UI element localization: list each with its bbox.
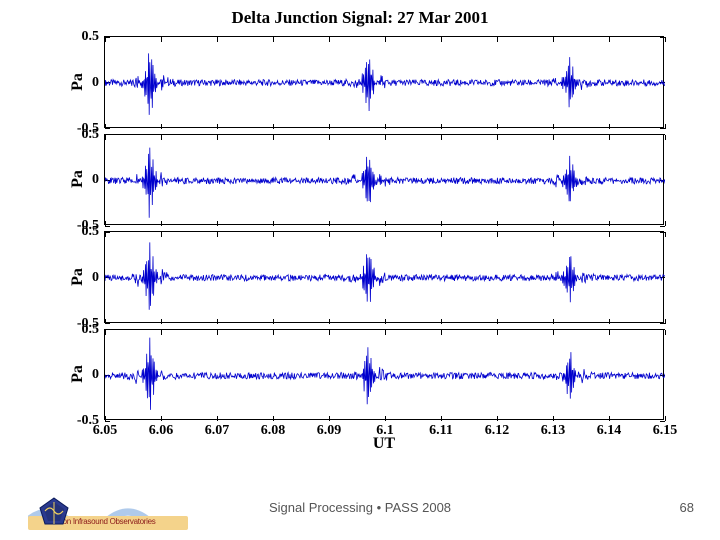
y-tick-label: 0.5 (82, 322, 100, 338)
footer: Signal Processing • PASS 2008 68 (0, 500, 720, 524)
chart-area: Delta Junction Signal: 27 Mar 2001 Pa-0.… (40, 8, 680, 480)
y-tick-label: 0 (92, 75, 99, 91)
footer-text: Signal Processing • PASS 2008 (0, 500, 720, 515)
y-tick-label: 0 (92, 270, 99, 286)
signal-panel: Pa-0.500.5 (104, 231, 664, 323)
signal-trace (105, 37, 665, 129)
slide-root: Delta Junction Signal: 27 Mar 2001 Pa-0.… (0, 0, 720, 540)
y-axis-label: Pa (69, 168, 87, 190)
signal-trace (105, 135, 665, 227)
signal-panel: Pa-0.500.56.056.066.076.086.096.16.116.1… (104, 329, 664, 421)
y-axis-label: Pa (69, 363, 87, 385)
y-axis-label: Pa (69, 71, 87, 93)
signal-panel: Pa-0.500.5 (104, 36, 664, 128)
signal-trace (105, 232, 665, 324)
chart-title: Delta Junction Signal: 27 Mar 2001 (40, 8, 680, 28)
y-tick-label: 0 (92, 172, 99, 188)
y-tick-label: 0.5 (82, 29, 100, 45)
signal-panel: Pa-0.500.5 (104, 134, 664, 226)
y-tick-label: 0.5 (82, 224, 100, 240)
signal-trace (105, 330, 665, 422)
y-tick-label: 0.5 (82, 127, 100, 143)
y-axis-label: Pa (69, 266, 87, 288)
x-axis-label: UT (105, 435, 663, 453)
page-number: 68 (680, 500, 694, 515)
y-tick-label: 0 (92, 367, 99, 383)
